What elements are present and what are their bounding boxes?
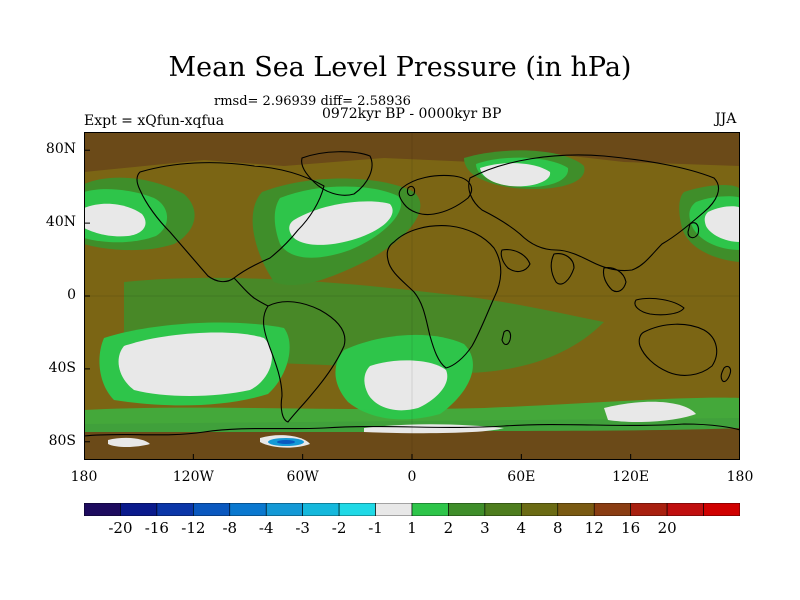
colorbar-label: 4 [516, 519, 527, 537]
field-bright-southern-ocean [84, 397, 740, 432]
colorbar-swatch [411, 503, 449, 516]
coast-europe [398, 174, 472, 216]
coast-madagascar [501, 329, 512, 346]
stats-label: rmsd= 2.96939 diff= 2.58936 [214, 94, 411, 109]
lon-label: 0 [407, 469, 417, 485]
experiment-label: Expt = xQfun-xqfua [84, 113, 225, 129]
field-gray-npole [480, 163, 551, 187]
lat-label: 80S [48, 432, 76, 449]
colorbar-swatch [229, 503, 267, 516]
coast-arabia-india [500, 249, 575, 285]
coast-new-zealand [720, 365, 732, 383]
colorbar-swatch [703, 503, 740, 516]
colorbar-label: 20 [657, 519, 677, 537]
colorbar-swatch [484, 503, 522, 516]
coast-uk [406, 185, 416, 197]
lat-label: 80N [45, 141, 76, 158]
field-gray-spacific [118, 332, 272, 396]
colorbar-swatch [120, 503, 158, 516]
colorbar-label: -2 [331, 519, 347, 537]
lon-label: 180 [726, 469, 754, 485]
colorbar-swatch [630, 503, 668, 516]
lat-label: 40N [45, 214, 76, 231]
lon-label: 120E [612, 469, 650, 485]
pressure-anomaly-map [84, 132, 740, 460]
coast-central-america [233, 277, 269, 307]
colorbar-swatch [156, 503, 194, 516]
field-negative-weddell-core [277, 440, 295, 444]
field-arctic-brown [84, 132, 740, 172]
colorbar-swatch [375, 503, 413, 516]
colorbar-label: 1 [407, 519, 417, 537]
colorbar-label: -3 [295, 519, 310, 537]
axis-tick-marks [84, 149, 740, 460]
colorbar [84, 503, 740, 516]
lat-label: 40S [48, 359, 76, 376]
field-gray-ross [108, 437, 150, 447]
field-gray-satlantic [364, 360, 448, 411]
colorbar-swatch [593, 503, 631, 516]
lon-label: 180 [70, 469, 98, 485]
colorbar-swatch [557, 503, 595, 516]
lat-label: 0 [67, 287, 76, 303]
colorbar-label: 2 [443, 519, 454, 537]
colorbar-label: 3 [480, 519, 490, 537]
coast-africa [386, 225, 502, 369]
chart-title: Mean Sea Level Pressure (in hPa) [168, 52, 632, 83]
colorbar-label: 8 [552, 519, 563, 537]
colorbar-label: -20 [108, 519, 133, 537]
colorbar-swatch [666, 503, 704, 516]
colorbar-label: -8 [222, 519, 238, 537]
coastlines [84, 151, 740, 437]
colorbar-swatch [448, 503, 486, 516]
field-gray-antarctic [604, 401, 696, 422]
coast-se-asia [602, 267, 685, 316]
field-gray-npacific [84, 203, 146, 237]
coast-north-america [136, 162, 325, 283]
colorbar-label: -16 [144, 519, 169, 537]
colorbar-swatch [338, 503, 376, 516]
period-label: 0972kyr BP - 0000kyr BP [322, 106, 502, 122]
colorbar-swatch [84, 503, 121, 516]
coast-asia [468, 154, 719, 272]
field-gray-ne-pacific [704, 206, 740, 242]
colorbar-swatch [265, 503, 303, 516]
colorbar-swatch [302, 503, 340, 516]
colorbar-label: -4 [258, 519, 274, 537]
colorbar-label: -1 [368, 519, 383, 537]
season-label: JJA [715, 111, 737, 127]
colorbar-label: 16 [621, 519, 641, 537]
coast-south-america [262, 301, 346, 423]
field-gray-natlantic [289, 201, 393, 245]
coast-greenland [301, 151, 373, 196]
lon-label: 120W [172, 469, 214, 485]
coast-antarctica [84, 423, 740, 437]
lon-label: 60E [507, 469, 536, 485]
lon-label: 60W [286, 469, 319, 485]
colorbar-swatch [521, 503, 559, 516]
coast-australia [638, 323, 718, 376]
coast-japan [687, 222, 700, 239]
colorbar-label: -12 [181, 519, 206, 537]
colorbar-label: 12 [584, 519, 604, 537]
colorbar-swatch [193, 503, 231, 516]
